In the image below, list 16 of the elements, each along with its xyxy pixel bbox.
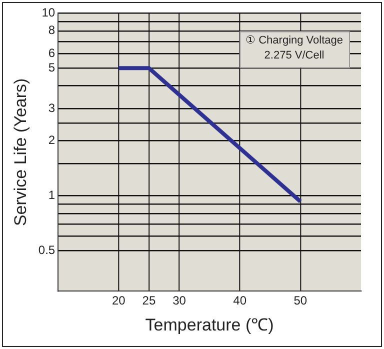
y-axis-title: Service Life (Years) bbox=[10, 78, 30, 226]
y-tick-label: 1 bbox=[48, 188, 56, 202]
y-tick-label: 2 bbox=[48, 133, 56, 148]
x-tick-label: 20 bbox=[112, 294, 126, 308]
x-tick-label: 50 bbox=[294, 294, 308, 308]
y-tick-label: 8 bbox=[48, 23, 56, 38]
y-tick-label: 3 bbox=[48, 100, 56, 115]
y-tick-label: 10 bbox=[42, 6, 56, 20]
x-tick-label: 30 bbox=[172, 294, 186, 308]
x-axis-title: Temperature (℃) bbox=[145, 315, 274, 334]
annotation: ① Charging Voltage 2.275 V/Cell bbox=[246, 34, 343, 62]
y-tick-label: 0.5 bbox=[38, 243, 56, 258]
x-tick-label: 25 bbox=[142, 294, 156, 308]
y-tick-label: 5 bbox=[48, 60, 56, 74]
y-tick-label: 6 bbox=[48, 46, 56, 60]
x-tick-label: 40 bbox=[233, 294, 247, 308]
